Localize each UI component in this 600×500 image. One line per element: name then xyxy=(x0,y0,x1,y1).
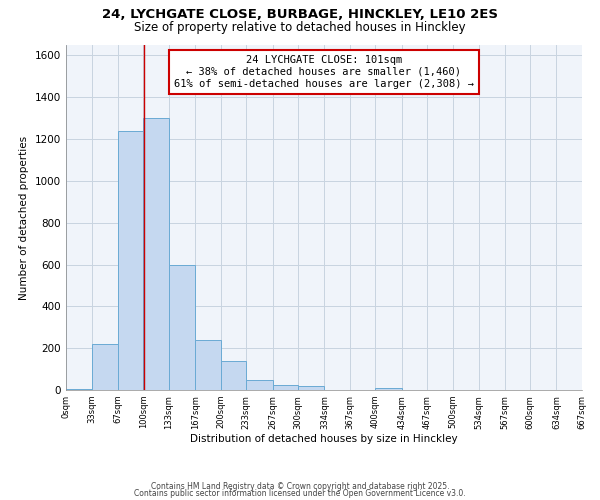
Text: Size of property relative to detached houses in Hinckley: Size of property relative to detached ho… xyxy=(134,21,466,34)
Bar xyxy=(169,264,195,390)
Y-axis label: Number of detached properties: Number of detached properties xyxy=(19,136,29,300)
X-axis label: Distribution of detached houses by size in Hinckley: Distribution of detached houses by size … xyxy=(190,434,458,444)
Bar xyxy=(298,386,325,390)
Bar xyxy=(221,360,246,390)
Text: 24, LYCHGATE CLOSE, BURBAGE, HINCKLEY, LE10 2ES: 24, LYCHGATE CLOSE, BURBAGE, HINCKLEY, L… xyxy=(102,8,498,20)
Bar xyxy=(376,388,402,390)
Bar xyxy=(92,344,118,390)
Bar xyxy=(66,389,92,390)
Bar xyxy=(195,340,221,390)
Text: Contains HM Land Registry data © Crown copyright and database right 2025.: Contains HM Land Registry data © Crown c… xyxy=(151,482,449,491)
Bar xyxy=(246,380,272,390)
Text: Contains public sector information licensed under the Open Government Licence v3: Contains public sector information licen… xyxy=(134,489,466,498)
Bar xyxy=(118,130,143,390)
Bar xyxy=(143,118,169,390)
Text: 24 LYCHGATE CLOSE: 101sqm
← 38% of detached houses are smaller (1,460)
61% of se: 24 LYCHGATE CLOSE: 101sqm ← 38% of detac… xyxy=(174,56,474,88)
Bar xyxy=(272,385,298,390)
